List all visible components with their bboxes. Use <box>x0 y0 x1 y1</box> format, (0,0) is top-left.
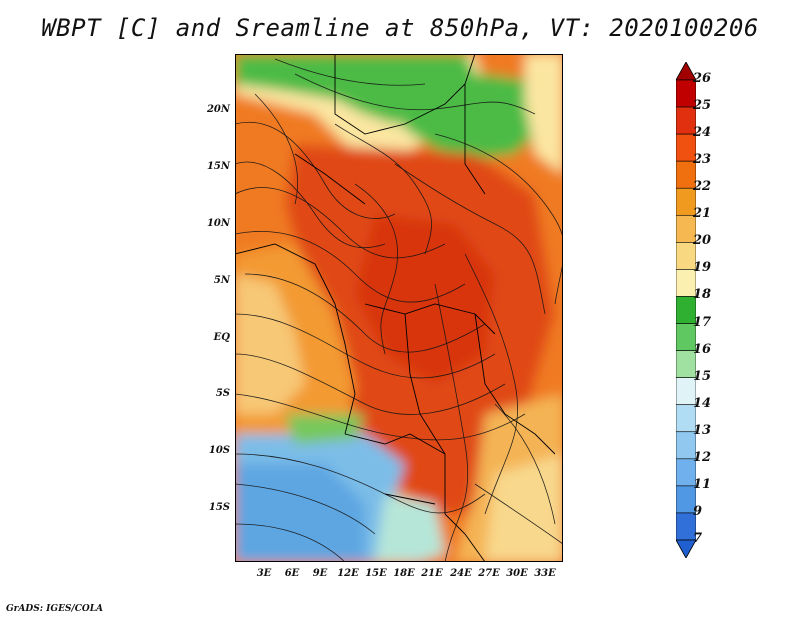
country-borders <box>235 54 556 562</box>
map-panel <box>235 54 563 562</box>
colorbar-level-label: 11 <box>693 476 712 492</box>
colorbar-bottom-arrow <box>675 539 697 559</box>
credit-footer: GrADS: IGES/COLA <box>6 604 104 614</box>
lon-label: 27E <box>478 568 500 579</box>
colorbar <box>675 61 697 559</box>
lat-label: 10S <box>208 445 230 456</box>
lat-label: 15S <box>208 502 230 513</box>
lon-label: 30E <box>506 568 528 579</box>
colorbar-level-label: 16 <box>693 341 712 357</box>
lat-label: 20N <box>206 104 230 115</box>
map-svg <box>235 54 563 562</box>
colorbar-level-label: 24 <box>693 125 712 141</box>
lon-label: 33E <box>534 568 556 579</box>
colorbar-level-label: 17 <box>693 314 712 330</box>
wbpt-shading <box>235 54 563 562</box>
colorbar-level-label: 21 <box>693 206 712 222</box>
map-frame <box>235 54 563 562</box>
lon-label: 3E <box>256 568 272 579</box>
colorbar-level-label: 19 <box>693 260 712 276</box>
lon-label: 12E <box>337 568 359 579</box>
colorbar-level-label: 9 <box>693 503 703 519</box>
colorbar-level-label: 25 <box>693 98 712 114</box>
lon-label: 24E <box>450 568 472 579</box>
chart-title: WBPT [C] and Sreamline at 850hPa, VT: 20… <box>41 14 759 42</box>
lon-label: 15E <box>365 568 387 579</box>
lon-label: 21E <box>421 568 443 579</box>
colorbar-level-label: 20 <box>693 233 712 249</box>
lat-label: 10N <box>206 218 230 229</box>
colorbar-level-label: 18 <box>693 287 712 303</box>
colorbar-svg <box>675 61 697 559</box>
colorbar-level-label: 22 <box>693 179 712 195</box>
lat-label: EQ <box>213 332 230 343</box>
colorbar-level-label: 12 <box>693 449 712 465</box>
colorbar-level-label: 7 <box>693 531 703 546</box>
colorbar-level-label: 26 <box>693 71 712 86</box>
lon-label: 6E <box>284 568 300 579</box>
lat-label: 15N <box>206 161 230 172</box>
lon-label: 18E <box>393 568 415 579</box>
colorbar-level-label: 13 <box>693 422 712 438</box>
streamlines <box>235 58 563 562</box>
lon-label: 9E <box>312 568 328 579</box>
colorbar-level-label: 23 <box>693 152 712 168</box>
lat-label: 5N <box>213 275 230 286</box>
lat-label: 5S <box>215 388 230 399</box>
colorbar-level-label: 15 <box>693 368 712 384</box>
colorbar-level-label: 14 <box>693 395 712 411</box>
